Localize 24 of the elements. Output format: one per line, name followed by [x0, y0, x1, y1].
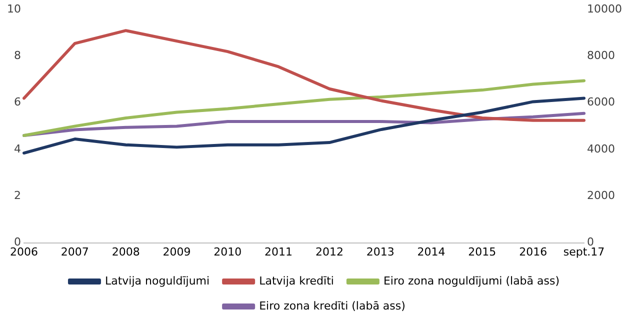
y2-tick-label: 6000: [587, 96, 616, 109]
x-tick-label: 2014: [417, 245, 446, 258]
x-tick-label: 2007: [60, 245, 89, 258]
x-tick-label: 2013: [366, 245, 394, 258]
x-tick-label: 2008: [112, 245, 140, 258]
y-tick-label: 4: [14, 142, 21, 156]
y2-tick-label: 10000: [587, 2, 622, 16]
legend-label: Latvija kredīti: [259, 274, 334, 288]
y-tick-label: 2: [14, 189, 21, 202]
legend-label: Eiro zona kredīti (labā ass): [259, 299, 406, 312]
legend-label: Eiro zona noguldījumi (labā ass): [383, 274, 560, 288]
x-tick-label: 2015: [468, 245, 496, 258]
x-tick-label: 2016: [519, 245, 548, 258]
x-tick-label: 2010: [214, 245, 242, 258]
y-tick-label: 6: [14, 96, 21, 109]
y2-tick-label: 4000: [587, 142, 616, 156]
y-tick-label: 8: [14, 49, 21, 62]
y2-tick-label: 8000: [587, 49, 616, 62]
x-tick-label: 2012: [315, 245, 344, 258]
x-tick-label: 2009: [162, 245, 191, 258]
y2-tick-label: 2000: [587, 189, 616, 202]
x-tick-label: 2011: [264, 245, 293, 258]
y-tick-label: 10: [6, 2, 21, 16]
legend-label: Latvija noguldījumi: [104, 274, 210, 288]
